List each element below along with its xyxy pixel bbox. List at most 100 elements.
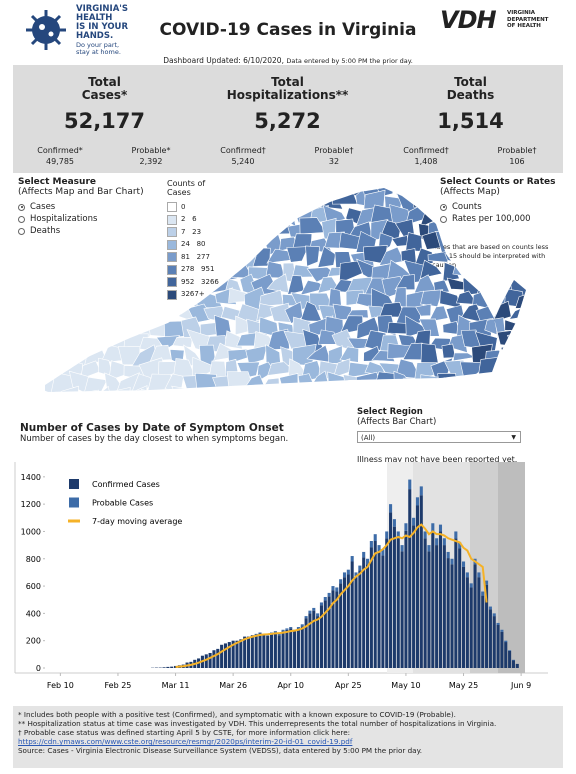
bar bbox=[450, 564, 454, 668]
y-tick-label: 400 bbox=[26, 609, 41, 618]
county bbox=[470, 376, 496, 392]
bar bbox=[469, 583, 473, 588]
radio-option[interactable]: Cases bbox=[18, 201, 144, 213]
bar bbox=[289, 627, 293, 629]
county bbox=[236, 386, 260, 392]
county bbox=[456, 376, 475, 392]
county bbox=[77, 389, 104, 392]
stat-total: 5,272 bbox=[254, 109, 321, 133]
county bbox=[52, 236, 71, 251]
dropdown-arrow: ▼ bbox=[511, 434, 516, 441]
radio-option[interactable]: Rates per 100,000 bbox=[440, 213, 555, 225]
county bbox=[522, 301, 526, 320]
county bbox=[328, 345, 343, 365]
county bbox=[71, 203, 94, 226]
bar bbox=[508, 650, 512, 668]
bar bbox=[392, 519, 396, 527]
county bbox=[543, 303, 565, 325]
county bbox=[542, 245, 563, 261]
sub-confirmed: Confirmed† 5,240 bbox=[208, 145, 278, 167]
note-link[interactable]: https://cdn.ymaws.com/www.cste.org/resou… bbox=[18, 737, 353, 746]
county bbox=[495, 330, 514, 347]
bar bbox=[465, 577, 469, 668]
stat-label-line: Deaths bbox=[446, 88, 495, 102]
county bbox=[45, 188, 58, 200]
bar bbox=[204, 654, 208, 668]
county bbox=[45, 331, 66, 351]
county bbox=[437, 372, 458, 391]
bar bbox=[327, 592, 331, 597]
county bbox=[266, 390, 288, 392]
county bbox=[157, 305, 182, 318]
bar bbox=[377, 551, 381, 668]
bar bbox=[488, 609, 492, 668]
stat: Total Deaths 1,514 bbox=[379, 65, 562, 134]
legend-label: 81 277 bbox=[181, 252, 210, 261]
county bbox=[534, 180, 553, 197]
county bbox=[76, 301, 101, 325]
bar bbox=[381, 555, 385, 668]
stat: Total Cases* 52,177 bbox=[13, 65, 196, 134]
bar bbox=[469, 587, 473, 668]
bar bbox=[327, 596, 331, 668]
county bbox=[80, 334, 101, 354]
legend-label: 24 80 bbox=[181, 240, 206, 249]
radio-option[interactable]: Counts bbox=[440, 201, 555, 213]
county bbox=[504, 319, 522, 331]
bar bbox=[235, 640, 239, 668]
bar bbox=[485, 584, 489, 668]
bar bbox=[277, 633, 281, 636]
bar bbox=[446, 551, 450, 559]
bar bbox=[504, 640, 508, 643]
region-dropdown[interactable]: (All) ▼ bbox=[357, 431, 521, 443]
county bbox=[191, 273, 215, 295]
county bbox=[524, 218, 526, 241]
stat-label-line: Total bbox=[88, 75, 121, 89]
county bbox=[434, 188, 454, 214]
county bbox=[443, 393, 461, 400]
county bbox=[190, 224, 208, 241]
county bbox=[60, 385, 79, 392]
sub-probable: Probable† 32 bbox=[299, 145, 369, 167]
bar bbox=[354, 577, 358, 668]
bar bbox=[454, 538, 458, 668]
county bbox=[428, 389, 455, 392]
county bbox=[208, 391, 223, 392]
county bbox=[507, 217, 526, 238]
county bbox=[61, 307, 83, 318]
radio-option[interactable]: Hospitalizations bbox=[18, 213, 144, 225]
y-tick-label: 600 bbox=[26, 582, 41, 591]
logo-text: VIRGINIA'S HEALTH IS IN YOUR HANDS. Do y… bbox=[76, 5, 128, 56]
legend-label: 278 951 bbox=[181, 265, 215, 274]
radio-option[interactable]: Deaths bbox=[18, 225, 144, 237]
county bbox=[252, 247, 271, 267]
county bbox=[317, 245, 336, 268]
county bbox=[60, 193, 81, 206]
note: * Includes both people with a positive t… bbox=[18, 710, 456, 719]
bar bbox=[461, 566, 466, 668]
control-title: Select Measure bbox=[18, 177, 96, 187]
county bbox=[59, 335, 85, 350]
bar bbox=[473, 564, 477, 668]
source: Source: Cases - Virginia Electronic Dise… bbox=[18, 746, 423, 755]
bar bbox=[339, 579, 343, 584]
bar bbox=[296, 628, 300, 668]
bar bbox=[404, 523, 408, 531]
county bbox=[108, 386, 131, 392]
county bbox=[514, 290, 526, 309]
legend-title: Counts of bbox=[167, 179, 206, 188]
bar bbox=[492, 613, 496, 617]
county bbox=[315, 388, 338, 392]
county bbox=[48, 190, 66, 214]
stat-label-line: Total bbox=[454, 75, 487, 89]
legend-swatch bbox=[167, 239, 177, 250]
bar bbox=[323, 596, 327, 601]
chart: 0 200 400 600 800 1000 1200 1400 Feb 10 Feb 25 Mar… bbox=[14, 462, 548, 690]
logo-line: HEALTH bbox=[76, 13, 113, 23]
county bbox=[500, 343, 523, 364]
bar bbox=[312, 610, 316, 668]
bar bbox=[316, 616, 320, 668]
bar bbox=[227, 642, 231, 668]
county bbox=[51, 259, 77, 284]
sub-value: 2,392 bbox=[139, 157, 163, 166]
